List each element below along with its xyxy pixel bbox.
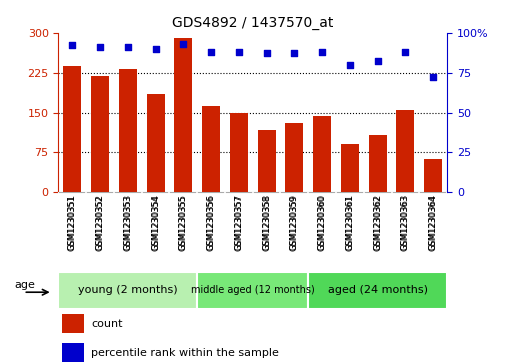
Point [318, 49, 326, 55]
Point [124, 44, 132, 50]
Text: GSM1230352: GSM1230352 [96, 195, 105, 251]
Bar [341, 144, 359, 192]
Point [263, 50, 271, 56]
Point [373, 58, 382, 64]
Text: GSM1230360: GSM1230360 [318, 195, 327, 251]
Bar [58, 272, 197, 309]
Text: GSM1230356: GSM1230356 [207, 195, 215, 251]
Text: GSM1230363: GSM1230363 [401, 195, 410, 251]
Point [68, 42, 76, 48]
Bar [396, 110, 415, 192]
Text: count: count [91, 319, 123, 329]
Text: percentile rank within the sample: percentile rank within the sample [91, 348, 279, 358]
Point [401, 49, 409, 55]
Bar [313, 116, 331, 192]
Point [179, 41, 187, 47]
Text: GSM1230359: GSM1230359 [290, 195, 299, 251]
Bar [285, 123, 303, 192]
Point [207, 49, 215, 55]
Bar [174, 38, 193, 192]
Point [96, 44, 104, 50]
Bar [197, 272, 308, 309]
Text: GSM1230354: GSM1230354 [151, 195, 160, 251]
Text: young (2 months): young (2 months) [78, 285, 178, 295]
Text: GSM1230361: GSM1230361 [345, 195, 355, 251]
Text: GSM1230357: GSM1230357 [234, 195, 243, 251]
Title: GDS4892 / 1437570_at: GDS4892 / 1437570_at [172, 16, 333, 30]
Bar [119, 69, 137, 192]
Bar [369, 135, 387, 192]
Bar [146, 94, 165, 192]
Text: GSM1230364: GSM1230364 [429, 195, 438, 251]
Bar [64, 66, 81, 192]
Point [290, 50, 298, 56]
Text: GSM1230351: GSM1230351 [68, 195, 77, 251]
Bar [202, 106, 220, 192]
Bar [424, 159, 442, 192]
Bar [258, 130, 276, 192]
Bar [62, 314, 84, 333]
Text: age: age [15, 280, 36, 290]
Bar [91, 76, 109, 192]
Point [235, 49, 243, 55]
Text: middle aged (12 months): middle aged (12 months) [191, 285, 314, 295]
Text: GSM1230355: GSM1230355 [179, 195, 188, 251]
Text: GSM1230353: GSM1230353 [123, 195, 132, 251]
Point [429, 74, 437, 80]
Text: GSM1230362: GSM1230362 [373, 195, 382, 251]
Text: GSM1230358: GSM1230358 [262, 195, 271, 251]
Point [346, 62, 354, 68]
Bar [230, 113, 248, 192]
Bar [308, 272, 447, 309]
Text: aged (24 months): aged (24 months) [328, 285, 428, 295]
Point [151, 46, 160, 52]
Bar [62, 343, 84, 362]
